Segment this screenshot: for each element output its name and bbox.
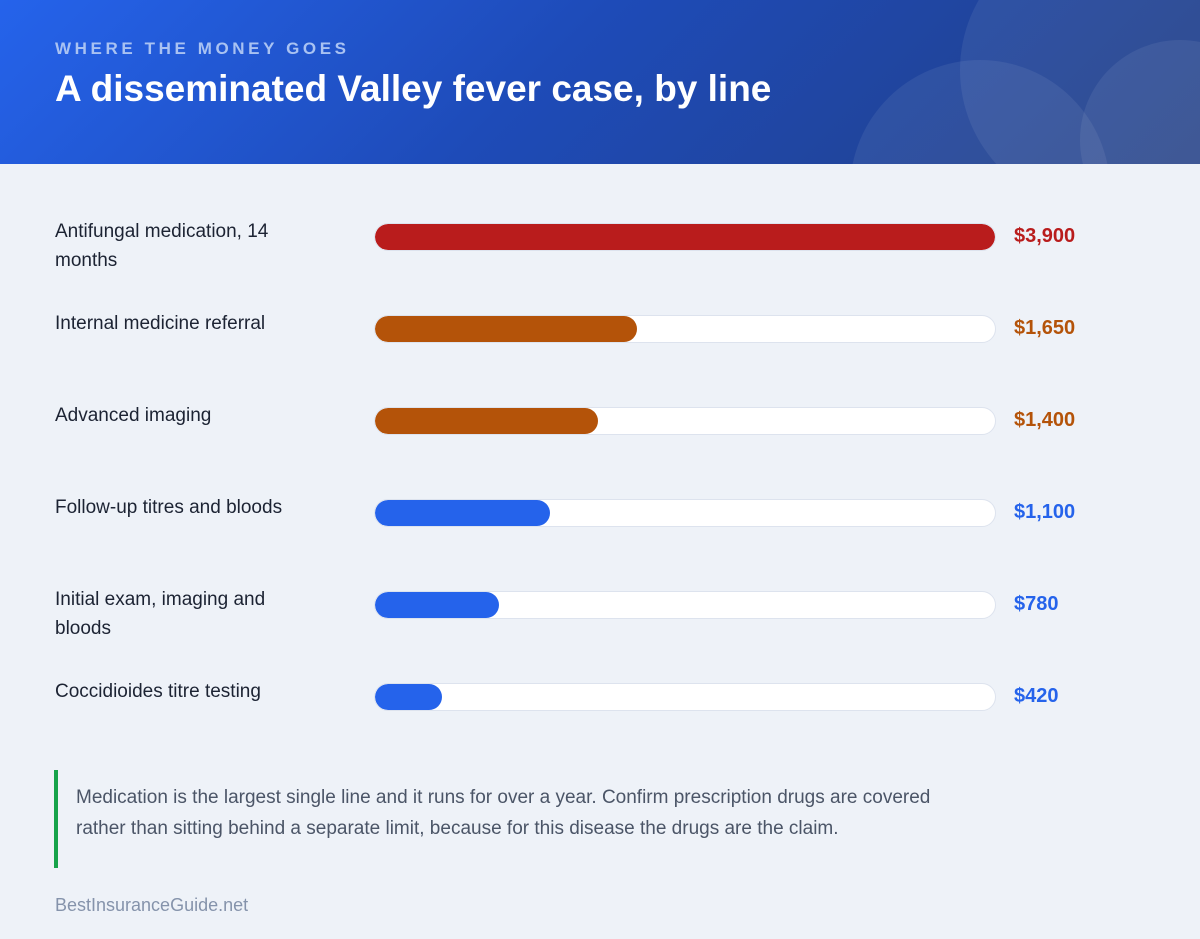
callout-note: Medication is the largest single line an…	[54, 770, 954, 868]
bar-fill	[375, 500, 550, 526]
bar-value-label: $1,100	[1014, 501, 1076, 523]
kicker-text: WHERE THE MONEY GOES	[55, 39, 350, 58]
header-banner: WHERE THE MONEY GOES A disseminated Vall…	[0, 0, 1200, 164]
bar-category-label: Coccidioides titre testing	[55, 681, 261, 702]
bar-fill	[375, 316, 638, 342]
bar-row: Follow-up titres and bloods $1,100	[0, 493, 1200, 585]
decorative-cloud-shape	[960, 0, 1200, 164]
bar-value-label: $3,900	[1014, 225, 1076, 247]
callout-note-text: Medication is the largest single line an…	[76, 787, 931, 839]
bar-track	[374, 591, 996, 619]
bar-row: Internal medicine referral $1,650	[0, 309, 1200, 401]
bar-track	[374, 683, 996, 711]
bar-value-label: $420	[1014, 685, 1059, 707]
bar-category-label: Advanced imaging	[55, 405, 212, 426]
bar-category-label: Antifungal medication, 14 months	[55, 221, 269, 271]
bar-fill	[375, 592, 499, 618]
bar-value-label: $1,650	[1014, 317, 1076, 339]
bar-fill	[375, 684, 442, 710]
bar-track	[374, 407, 996, 435]
bar-row: Antifungal medication, 14 months $3,900	[0, 217, 1200, 309]
page-title: A disseminated Valley fever case, by lin…	[55, 68, 772, 109]
bar-track	[374, 223, 996, 251]
bar-category-label: Internal medicine referral	[55, 313, 266, 334]
bar-fill	[375, 408, 598, 434]
bar-track	[374, 499, 996, 527]
bar-row: Advanced imaging $1,400	[0, 401, 1200, 493]
bar-value-label: $780	[1014, 593, 1059, 615]
bar-fill	[375, 224, 995, 250]
bar-row: Coccidioides titre testing $420	[0, 677, 1200, 769]
source-credit: BestInsuranceGuide.net	[55, 895, 249, 915]
bar-category-label: Initial exam, imaging and bloods	[55, 589, 266, 639]
bar-category-label: Follow-up titres and bloods	[55, 497, 283, 518]
bar-row: Initial exam, imaging and bloods $780	[0, 585, 1200, 677]
bar-track	[374, 315, 996, 343]
bar-value-label: $1,400	[1014, 409, 1076, 431]
